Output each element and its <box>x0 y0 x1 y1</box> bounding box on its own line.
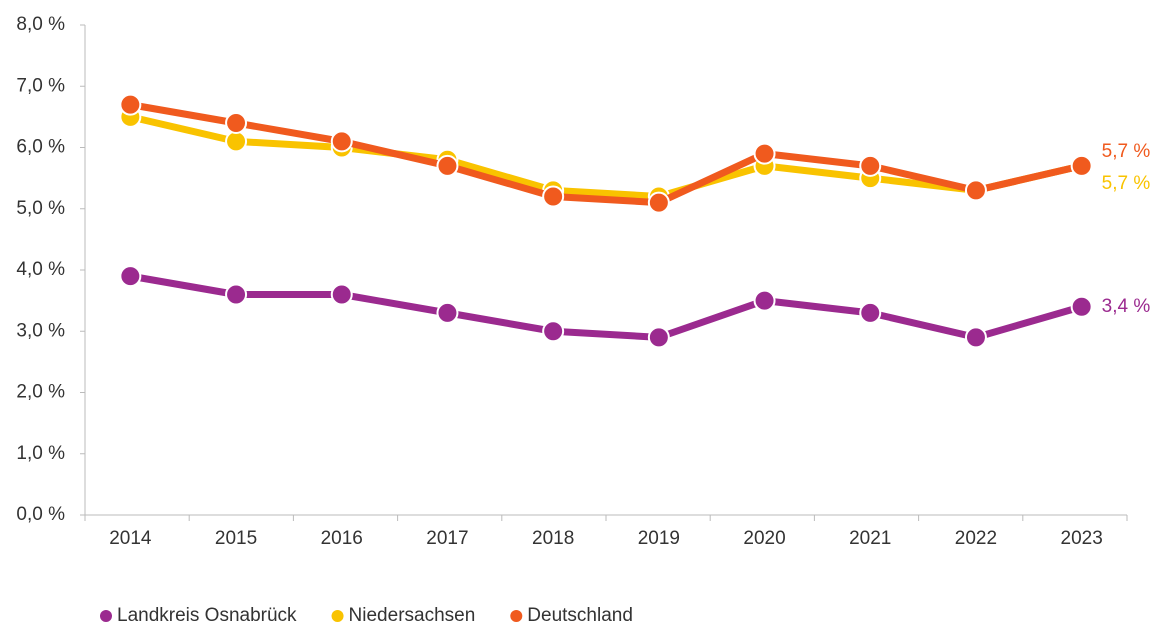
data-label: 5,7 % <box>1102 173 1151 194</box>
point <box>330 130 353 153</box>
point <box>542 185 565 208</box>
point <box>542 320 565 343</box>
y-tick-label: 7,0 % <box>16 75 65 96</box>
point <box>753 142 776 165</box>
point <box>647 191 670 214</box>
x-tick-label: 2016 <box>321 528 363 549</box>
y-tick-label: 5,0 % <box>16 198 65 219</box>
legend-marker <box>100 610 112 622</box>
data-label: 3,4 % <box>1102 296 1151 317</box>
point <box>647 326 670 349</box>
series-line <box>129 113 1083 200</box>
point <box>225 130 248 153</box>
point <box>436 301 459 324</box>
point <box>964 326 987 349</box>
legend-label: Niedersachsen <box>349 605 476 626</box>
x-tick-label: 2017 <box>426 528 468 549</box>
point <box>436 154 459 177</box>
legend-label: Deutschland <box>527 605 633 626</box>
y-tick-label: 3,0 % <box>16 320 65 341</box>
point <box>225 283 248 306</box>
point <box>330 283 353 306</box>
y-tick-label: 6,0 % <box>16 137 65 158</box>
point <box>119 265 142 288</box>
y-tick-label: 4,0 % <box>16 259 65 280</box>
point <box>859 301 882 324</box>
y-tick-label: 8,0 % <box>16 14 65 35</box>
x-tick-label: 2014 <box>109 528 152 549</box>
series-line <box>129 101 1083 207</box>
y-tick-label: 1,0 % <box>16 443 65 464</box>
x-tick-label: 2019 <box>638 528 680 549</box>
x-tick-label: 2021 <box>849 528 891 549</box>
legend-label: Landkreis Osnabrück <box>117 605 297 626</box>
x-tick-label: 2023 <box>1061 528 1103 549</box>
point <box>119 93 142 116</box>
x-tick-label: 2022 <box>955 528 997 549</box>
y-tick-label: 0,0 % <box>16 504 65 525</box>
y-tick-label: 2,0 % <box>16 382 65 403</box>
legend-marker <box>331 610 344 622</box>
point <box>964 179 987 202</box>
point <box>225 112 248 134</box>
legend-marker <box>510 610 523 622</box>
point <box>753 289 776 312</box>
series-line <box>129 272 1083 341</box>
point <box>859 154 882 177</box>
point <box>1070 295 1093 318</box>
x-tick-label: 2015 <box>215 528 257 549</box>
x-tick-label: 2018 <box>532 528 574 549</box>
point <box>1070 154 1093 177</box>
data-label: 5,7 % <box>1102 141 1151 162</box>
x-tick-label: 2020 <box>743 528 785 549</box>
